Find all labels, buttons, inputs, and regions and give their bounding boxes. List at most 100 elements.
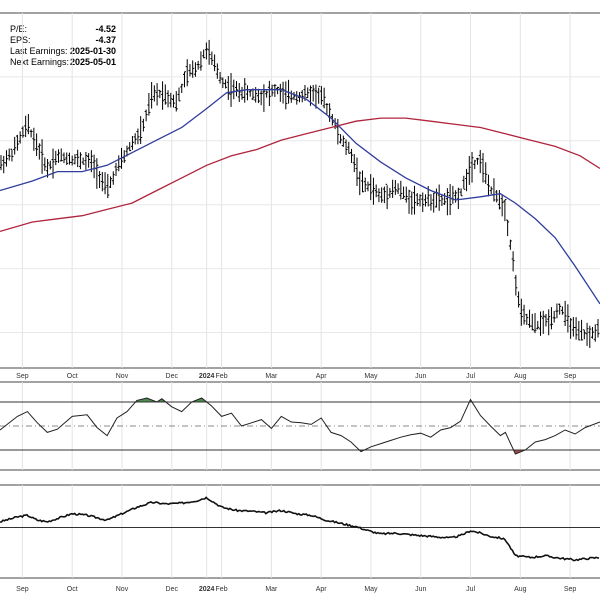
price-bar: [10, 148, 14, 162]
price-bar: [92, 154, 96, 179]
price-bar: [473, 159, 477, 170]
price-bar: [133, 133, 137, 145]
pe-row: P/E: -4.52: [10, 24, 116, 35]
pe-label: P/E:: [10, 24, 28, 34]
price-bar: [144, 109, 148, 122]
price-bar: [199, 51, 203, 71]
price-bar: [363, 177, 367, 192]
price-bar: [582, 329, 586, 340]
price-bar: [182, 71, 186, 88]
price-x-tick-label: 2024: [199, 373, 215, 380]
price-bar: [347, 141, 351, 154]
price-bar: [111, 171, 115, 185]
price-bar: [117, 155, 121, 172]
price-bar: [360, 170, 364, 193]
price-bar: [65, 152, 69, 165]
price-bar: [15, 134, 19, 151]
price-bar: [317, 85, 321, 104]
rs-x-tick-label: Feb: [216, 586, 228, 593]
price-bar: [103, 172, 107, 195]
price-x-tick-label: Dec: [166, 373, 179, 380]
price-bar: [128, 142, 132, 152]
price-bar: [158, 89, 162, 99]
price-bar: [232, 79, 236, 100]
rs-x-tick-label: May: [364, 586, 378, 593]
price-bar: [40, 139, 44, 174]
next-earnings-row: Next Earnings: 2025-05-01: [10, 57, 116, 68]
price-bar: [292, 91, 296, 101]
price-bar: [256, 88, 260, 104]
price-bar: [32, 127, 36, 151]
price-bar: [98, 171, 102, 188]
price-bar: [289, 90, 293, 103]
price-bar: [382, 186, 386, 204]
price-bar: [569, 318, 573, 339]
price-bar: [21, 126, 25, 138]
price-bar: [585, 322, 589, 346]
price-bar: [48, 160, 52, 170]
price-bar: [150, 81, 154, 109]
price-x-tick-label: Nov: [116, 373, 129, 380]
price-bar: [46, 158, 50, 178]
price-bar: [43, 157, 47, 171]
price-bar: [451, 185, 455, 204]
price-bar: [533, 313, 537, 334]
rs-x-tick-label: Nov: [116, 586, 129, 593]
price-x-tick-label: Aug: [514, 373, 527, 380]
price-bar: [172, 94, 176, 108]
price-bars: [0, 39, 600, 348]
price-bar: [89, 150, 93, 173]
price-bar: [596, 319, 600, 338]
price-bar: [270, 84, 274, 97]
price-bar: [35, 133, 39, 156]
price-bar: [73, 154, 77, 165]
price-bar: [588, 325, 592, 348]
price-bar: [29, 129, 33, 138]
price-bar: [311, 84, 315, 102]
price-bar: [76, 149, 80, 168]
price-bar: [511, 251, 515, 272]
price-bar: [407, 189, 411, 214]
price-bar: [130, 136, 134, 150]
price-bar: [519, 298, 523, 326]
price-x-tick-label: Mar: [265, 373, 278, 380]
price-bar: [484, 162, 488, 184]
price-bar: [454, 190, 458, 203]
moving-average-blue-line: [0, 89, 600, 305]
price-bar: [336, 118, 340, 145]
price-bar: [196, 60, 200, 70]
price-bar: [54, 150, 58, 166]
price-bar: [95, 158, 99, 189]
price-bar: [497, 190, 501, 210]
price-bar: [344, 139, 348, 155]
oscillator-line: [0, 397, 600, 455]
price-bar: [152, 85, 156, 102]
price-bar: [273, 84, 277, 97]
price-bar: [404, 186, 408, 203]
price-bar: [114, 162, 118, 177]
rs-x-tick-label: Oct: [67, 586, 78, 593]
price-bar: [528, 309, 532, 328]
price-bar: [24, 115, 28, 138]
price-bar: [591, 326, 595, 339]
price-bar: [37, 143, 41, 160]
price-bar: [147, 92, 151, 116]
price-bar: [418, 194, 422, 207]
price-bar: [278, 83, 282, 102]
price-bar: [84, 151, 88, 170]
price-bar: [191, 60, 195, 78]
price-bar: [525, 313, 529, 326]
price-bar: [87, 153, 91, 168]
price-bar: [226, 75, 230, 100]
price-bar: [314, 84, 318, 109]
price-bar: [467, 156, 471, 185]
price-bar: [541, 310, 545, 334]
price-bar: [180, 83, 184, 94]
rs-x-tick-label: Jul: [466, 586, 475, 593]
price-bar: [465, 168, 469, 192]
price-bar: [248, 90, 252, 97]
price-bar: [0, 155, 3, 171]
price-bar: [155, 83, 159, 106]
eps-row: EPS: -4.37: [10, 35, 116, 46]
price-bar: [530, 313, 534, 331]
